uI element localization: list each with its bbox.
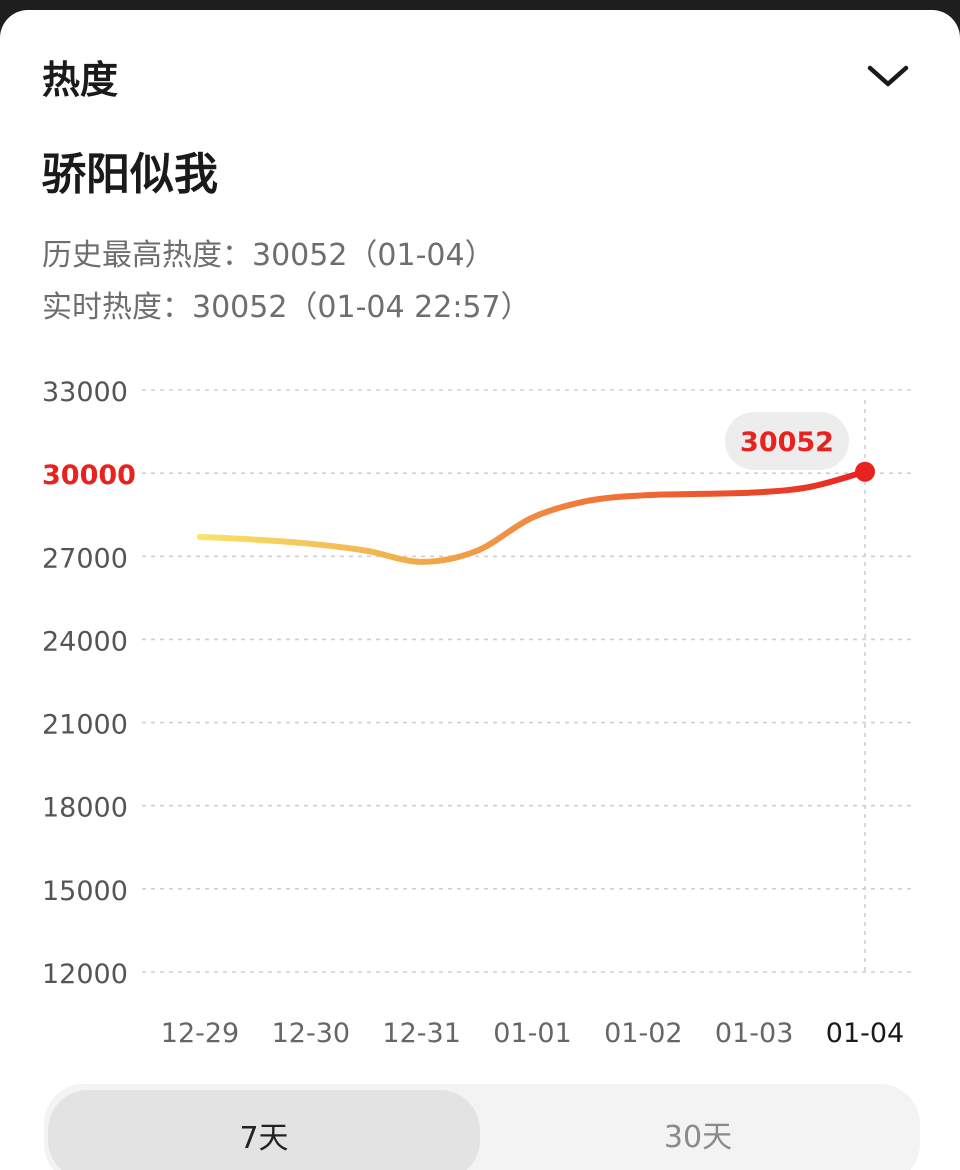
- x-tick-label: 01-04: [826, 1018, 904, 1049]
- y-tick-label: 15000: [42, 876, 128, 907]
- y-tick-label: 27000: [42, 543, 128, 574]
- chevron-down-icon: [866, 62, 910, 94]
- x-tick-label: 01-03: [715, 1018, 793, 1049]
- topic-title: 骄阳似我: [42, 149, 218, 200]
- current-point-marker: [855, 461, 875, 482]
- heat-card: 热度 骄阳似我 历史最高热度：30052（01-04） 实时热度：30052（0…: [0, 10, 960, 1170]
- x-tick-label: 01-02: [604, 1018, 682, 1049]
- callout-value: 30052: [740, 427, 834, 458]
- collapse-button[interactable]: [860, 50, 916, 106]
- tab-30-days[interactable]: 30天: [663, 1120, 733, 1155]
- heat-line-chart: 33000 30000 27000 24000 21000 18000 15000 12000…: [42, 377, 915, 1049]
- y-tick-label: 21000: [42, 710, 128, 741]
- x-tick-label: 12-29: [161, 1018, 239, 1049]
- x-tick-label: 12-30: [272, 1018, 350, 1049]
- peak-heat-label: 历史最高热度：: [42, 238, 252, 273]
- range-tabs: 7天 30天: [44, 1084, 920, 1170]
- y-tick-label: 18000: [42, 793, 128, 824]
- x-tick-label: 12-31: [382, 1018, 460, 1049]
- tab-7-days[interactable]: 7天: [48, 1090, 480, 1170]
- realtime-heat: 实时热度：30052（01-04 22:57）: [42, 288, 531, 328]
- heat-series-line: [197, 468, 868, 565]
- y-tick-label: 12000: [42, 959, 128, 990]
- y-tick-label: 24000: [42, 626, 128, 657]
- y-tick-label: 30000: [42, 460, 136, 491]
- peak-heat: 历史最高热度：30052（01-04）: [42, 236, 495, 276]
- realtime-heat-label: 实时热度：: [42, 290, 192, 325]
- peak-heat-value: 30052（01-04）: [252, 238, 495, 273]
- callout-bubble: [725, 412, 849, 470]
- card-title: 热度: [42, 58, 119, 102]
- x-tick-label: 01-01: [493, 1018, 571, 1049]
- y-tick-label: 33000: [42, 377, 128, 408]
- realtime-heat-value: 30052（01-04 22:57）: [192, 290, 531, 325]
